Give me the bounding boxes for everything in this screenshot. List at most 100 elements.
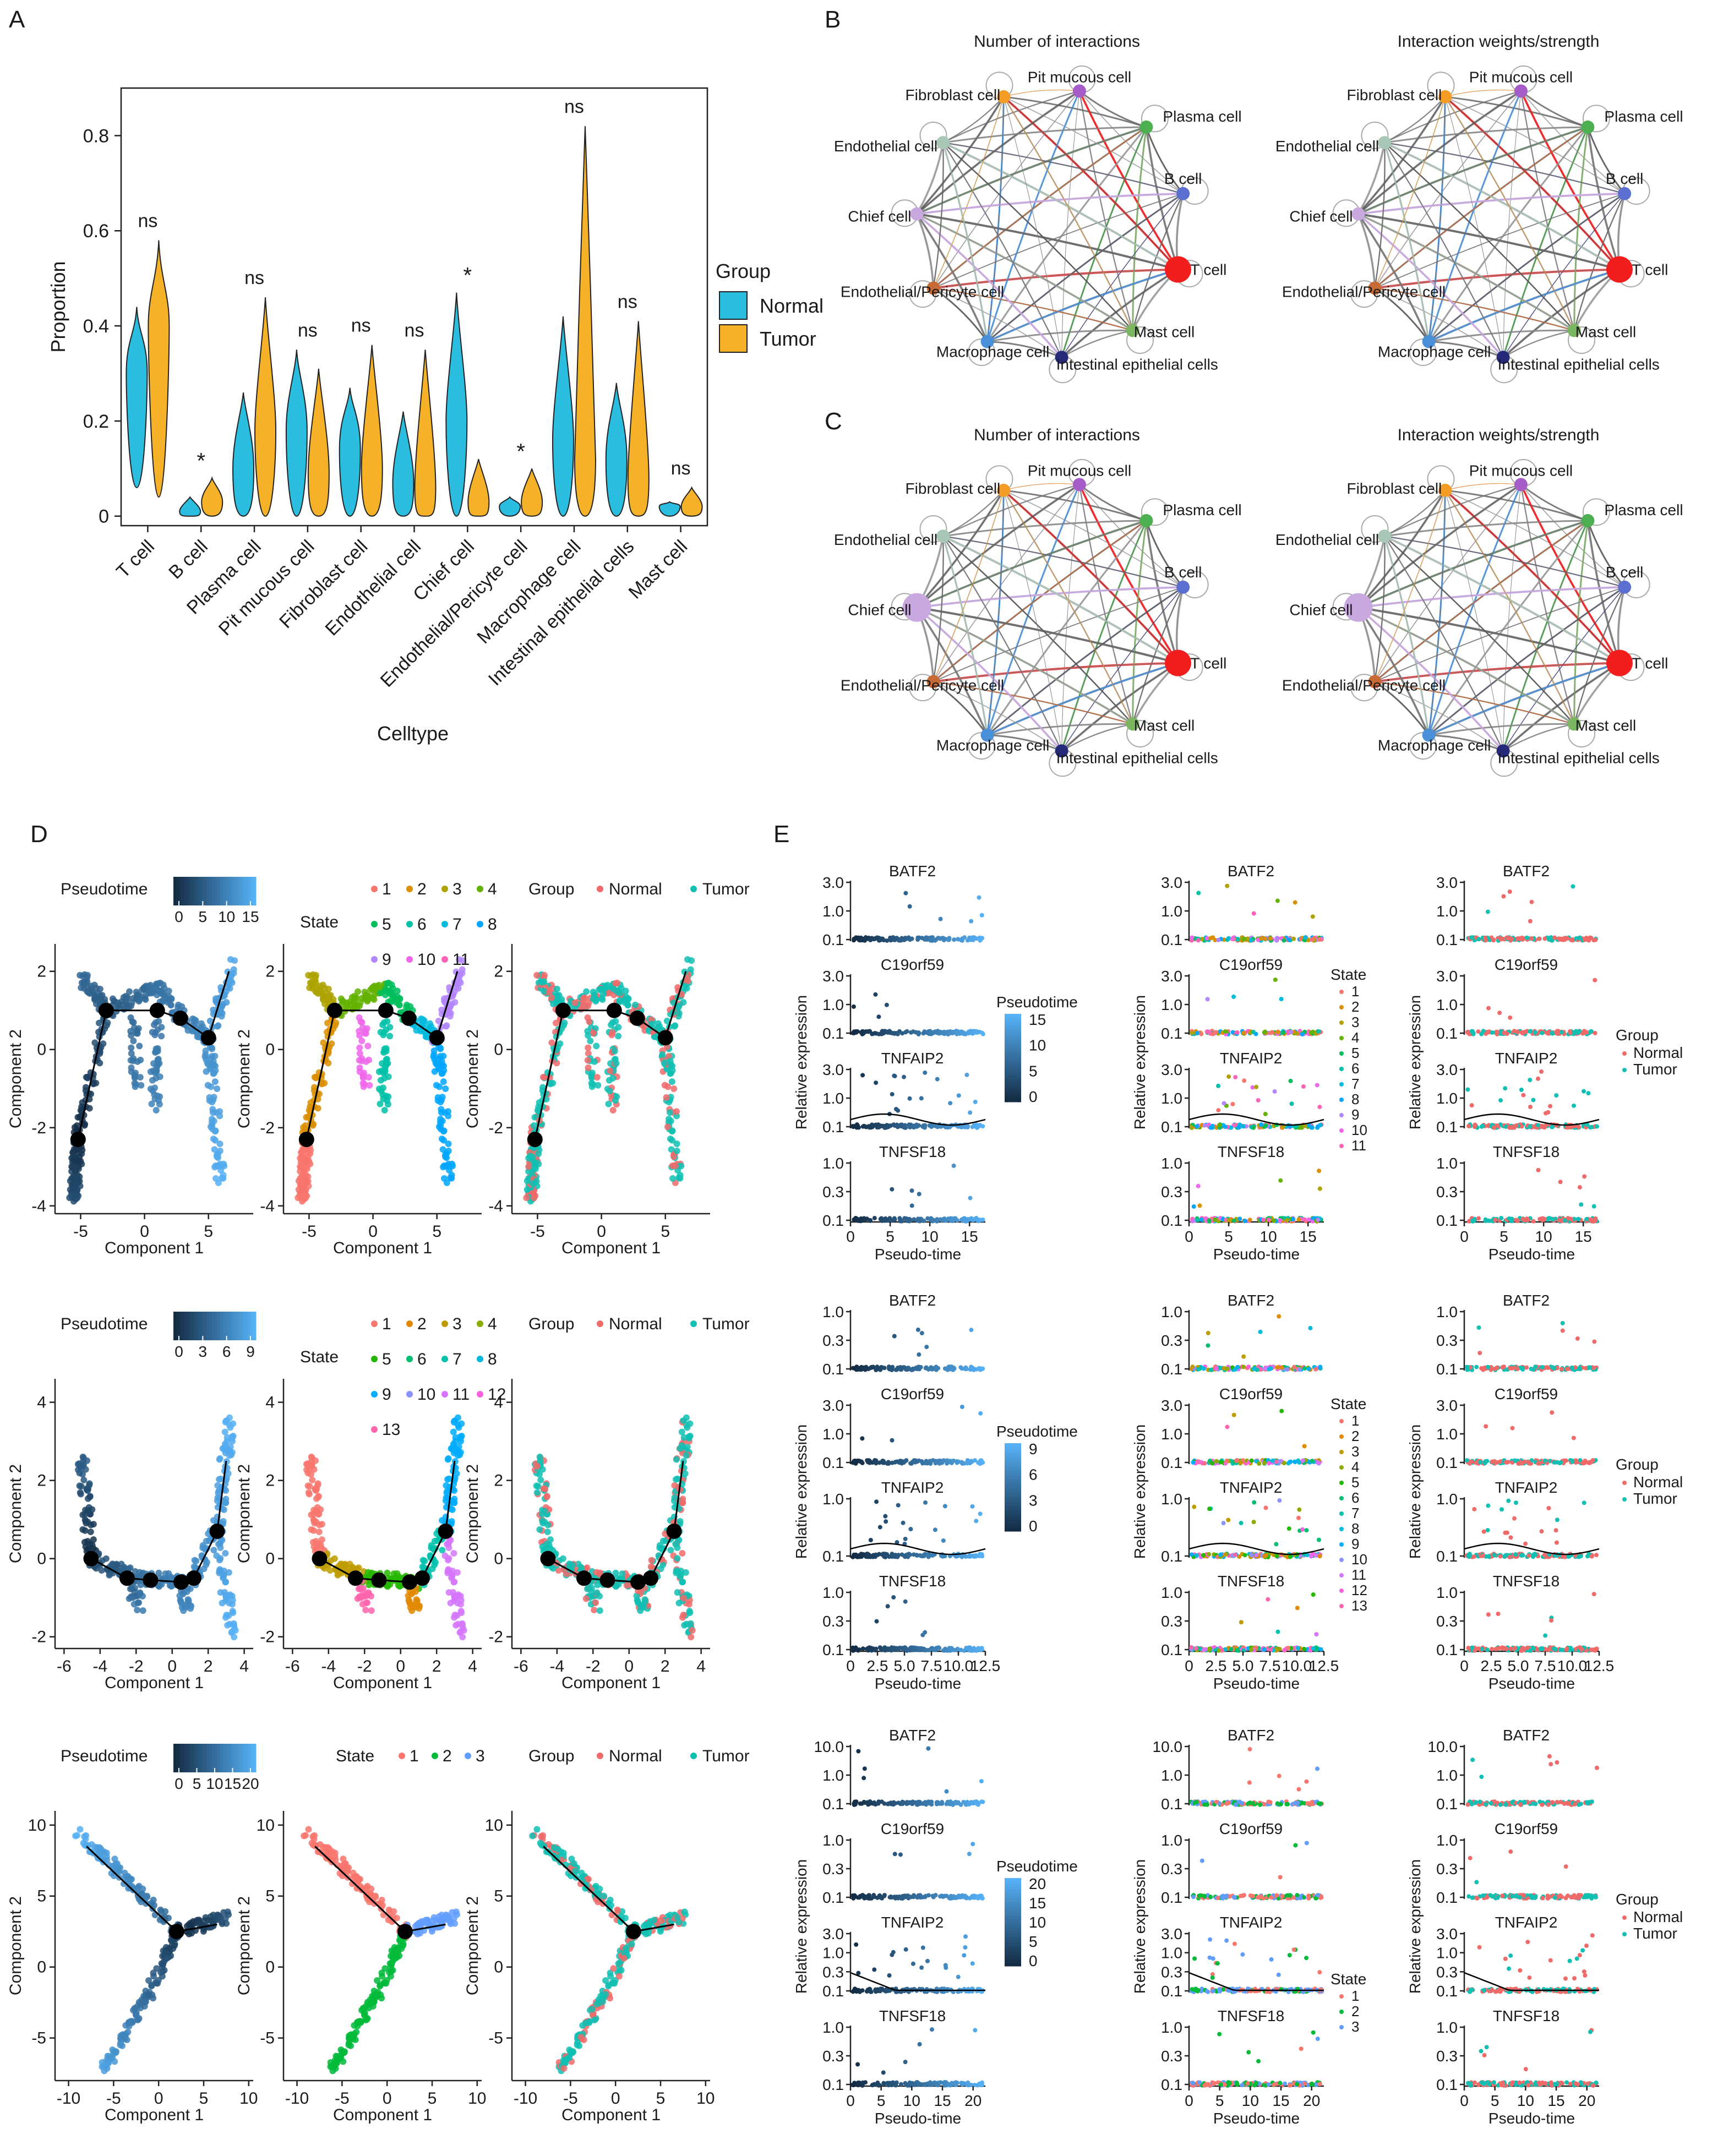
cell-point [530, 1180, 537, 1187]
y-tick-label: 2 [494, 963, 503, 981]
cell-point [673, 1148, 680, 1155]
edge [987, 723, 1133, 736]
edge [1375, 96, 1446, 288]
colorbar-segment [184, 1312, 188, 1340]
cell-point [436, 1083, 443, 1090]
cell-point [523, 1194, 530, 1202]
edge [1375, 269, 1620, 289]
cell-point [430, 1051, 438, 1058]
edge [1375, 681, 1574, 725]
cell-point [81, 1833, 88, 1840]
cell-point [360, 2006, 367, 2013]
branch-node [149, 1002, 165, 1018]
edge [1375, 193, 1625, 289]
cell-point [67, 1186, 74, 1193]
edge [942, 490, 1004, 537]
expression-point [952, 937, 957, 942]
edge [942, 96, 1004, 143]
branch-node [168, 1924, 184, 1940]
cell-point [357, 1018, 364, 1025]
significance-label: ns [618, 291, 637, 312]
violin-tumor [627, 321, 650, 517]
cell-point [381, 1074, 388, 1082]
cell-point [92, 1565, 100, 1572]
cell-point [615, 1973, 623, 1980]
node-label: Pit mucous cell [1469, 68, 1573, 85]
colorbar-segment [239, 877, 243, 905]
cell-point [377, 1100, 384, 1107]
node-intestinal-epithelial-cells [1496, 351, 1510, 364]
x-tick-label: 0 [383, 2089, 392, 2108]
cell-point [345, 2042, 352, 2049]
colorbar-segment [204, 1312, 207, 1340]
node-label: Chief cell [848, 602, 911, 619]
edge [1384, 490, 1446, 537]
violin-normal [605, 383, 628, 517]
node-endothelial-cell [936, 530, 950, 543]
cell-point [451, 1595, 459, 1602]
edge [1357, 213, 1376, 288]
cell-point [383, 1097, 390, 1104]
cell-point [215, 1022, 222, 1029]
edge [1357, 126, 1588, 215]
y-tick-label: 0 [265, 1041, 275, 1059]
cell-point [456, 978, 463, 985]
cell-point [86, 1541, 94, 1548]
edge [1428, 90, 1522, 342]
cell-point [315, 1541, 322, 1548]
cell-point [677, 1518, 684, 1525]
cell-point [129, 1018, 136, 1025]
edge [1428, 490, 1446, 735]
cell-point [74, 1114, 81, 1121]
colorbar-segment [237, 877, 240, 905]
cell-point [591, 1606, 598, 1613]
edge [1357, 90, 1522, 215]
node-label: Mast cell [1575, 323, 1636, 340]
node-endothelial-pericyte-cell [1368, 281, 1382, 295]
node-b-cell [1618, 187, 1632, 200]
node-label: Pit mucous cell [1469, 462, 1573, 479]
violin-normal [126, 307, 148, 488]
cell-point [609, 1106, 617, 1114]
colorbar-segment [237, 1312, 240, 1340]
x-axis-label: Component 1 [561, 1674, 661, 1692]
edge [1520, 484, 1625, 588]
group-legend-dot [690, 1320, 697, 1327]
cell-point [524, 1186, 531, 1193]
cell-point [525, 1163, 532, 1170]
branch-node [438, 1523, 454, 1539]
cell-point [86, 1493, 94, 1500]
x-axis-label: Component 1 [333, 1239, 432, 1257]
cell-point [382, 986, 389, 993]
node-plasma-cell [1581, 120, 1595, 134]
state-legend-label: 9 [382, 1385, 391, 1404]
violin-tumor [574, 126, 596, 517]
edge [1573, 193, 1626, 331]
edge [1061, 127, 1147, 358]
cell-point [136, 1569, 143, 1576]
edge [933, 662, 1178, 683]
state-legend-label: 12 [488, 1385, 506, 1404]
cell-point [612, 1097, 619, 1104]
edge [1520, 90, 1588, 128]
node-label: Fibroblast cell [1347, 480, 1442, 497]
cell-point [548, 994, 555, 1001]
y-tick-label: 1.0 [822, 996, 844, 1013]
cell-point [442, 1153, 449, 1160]
cell-point [226, 1620, 233, 1628]
cell-point [231, 1634, 238, 1641]
edge [1384, 96, 1446, 143]
cell-point [222, 1495, 230, 1503]
branch-node [98, 1002, 114, 1018]
edge [917, 606, 1179, 664]
cell-point [641, 1596, 648, 1603]
edge [933, 536, 944, 682]
colorbar-segment [206, 877, 210, 905]
cell-point [574, 2042, 581, 2049]
cell-point [611, 1047, 618, 1055]
cell-point [593, 1074, 601, 1081]
x-tick-label: 0 [597, 1222, 606, 1241]
y-axis-label: Component 2 [235, 1029, 253, 1128]
cell-point [581, 1003, 588, 1011]
branch-node [429, 1030, 445, 1046]
